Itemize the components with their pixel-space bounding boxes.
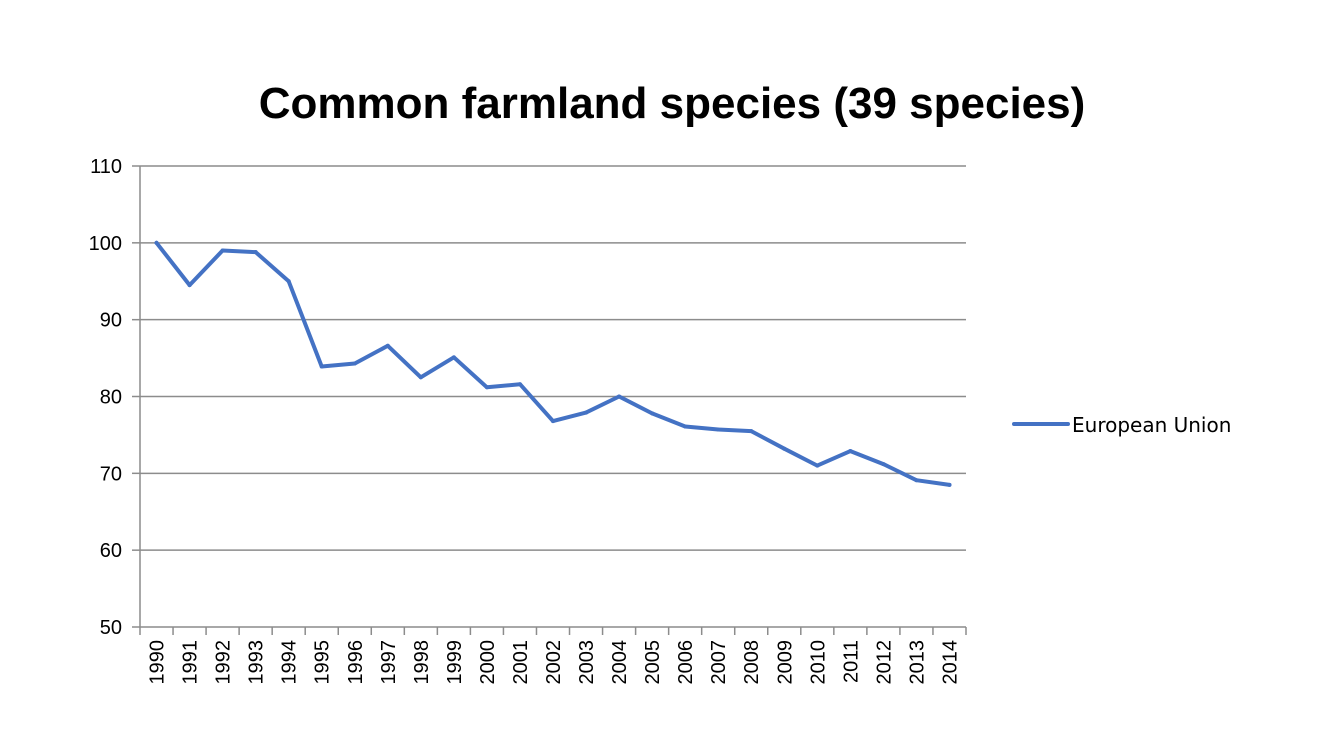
x-tick-label-1992: 1992 <box>213 640 235 685</box>
data-point-2011 <box>848 449 853 454</box>
x-tick-labels: 1990 1991 1992 1993 1994 1995 1996 1997 1998 1999… <box>147 640 962 685</box>
x-tick-label-2008: 2008 <box>741 640 763 685</box>
x-tick-label-2009: 2009 <box>774 640 796 685</box>
data-point-2010 <box>815 463 820 468</box>
data-point-2008 <box>749 429 754 434</box>
axes <box>132 165 967 635</box>
x-tick-label-2005: 2005 <box>642 640 664 685</box>
y-tick-label-110: 110 <box>90 156 122 178</box>
x-tick-label-2006: 2006 <box>675 640 697 685</box>
legend-label-european-union: European Union <box>1072 413 1231 437</box>
x-tick-label-1996: 1996 <box>345 640 367 685</box>
data-point-1997 <box>385 343 390 348</box>
x-tick-label-2013: 2013 <box>906 640 928 685</box>
data-point-2000 <box>484 385 489 390</box>
y-tick-label-90: 90 <box>100 310 122 332</box>
x-tick-label-2014: 2014 <box>939 640 961 685</box>
data-point-2009 <box>782 446 787 451</box>
data-point-2005 <box>650 411 655 416</box>
gridlines <box>140 165 966 551</box>
y-tick-label-70: 70 <box>100 463 122 485</box>
x-tick-label-2010: 2010 <box>807 640 829 685</box>
x-tick-label-2002: 2002 <box>543 640 565 685</box>
data-point-1992 <box>220 248 225 253</box>
data-point-1993 <box>253 250 258 255</box>
y-tick-label-80: 80 <box>100 387 122 409</box>
series-line-european-union <box>154 240 952 487</box>
x-tick-label-2000: 2000 <box>477 640 499 685</box>
y-tick-label-60: 60 <box>100 540 122 562</box>
data-point-1998 <box>418 375 423 380</box>
x-tick-label-1993: 1993 <box>246 640 268 685</box>
x-tick-label-2012: 2012 <box>873 640 895 685</box>
data-point-1994 <box>286 279 291 284</box>
data-point-1996 <box>352 361 357 366</box>
x-tick-label-2001: 2001 <box>510 640 532 685</box>
x-tick-label-1999: 1999 <box>444 640 466 685</box>
data-point-1999 <box>451 355 456 360</box>
data-point-2007 <box>716 427 721 432</box>
y-tick-labels: 50 60 70 80 90 100 110 <box>89 156 122 639</box>
x-tick-label-2003: 2003 <box>576 640 598 685</box>
data-point-1995 <box>319 364 324 369</box>
y-tick-label-50: 50 <box>100 617 122 639</box>
x-tick-label-2004: 2004 <box>609 640 631 685</box>
x-tick-label-1990: 1990 <box>147 640 169 685</box>
data-point-2012 <box>881 462 886 467</box>
data-point-2001 <box>517 382 522 387</box>
data-point-2004 <box>617 394 622 399</box>
data-point-2003 <box>584 410 589 415</box>
x-tick-label-1998: 1998 <box>411 640 433 685</box>
data-point-2002 <box>551 419 555 424</box>
x-tick-label-1995: 1995 <box>312 640 334 685</box>
x-tick-label-1991: 1991 <box>180 640 202 685</box>
chart-title: Common farmland species (39 species) <box>259 79 1086 128</box>
series-lines <box>154 240 952 487</box>
data-point-2014 <box>947 482 952 487</box>
data-point-1990 <box>154 240 159 245</box>
data-point-2013 <box>914 478 919 483</box>
data-point-2006 <box>683 424 688 429</box>
x-tick-label-1994: 1994 <box>279 640 301 685</box>
x-tick-label-2007: 2007 <box>708 640 730 685</box>
x-tick-label-1997: 1997 <box>378 640 400 685</box>
data-point-1991 <box>187 283 192 288</box>
x-tick-label-2011: 2011 <box>840 640 862 683</box>
legend: European Union <box>1012 413 1231 437</box>
y-tick-label-100: 100 <box>89 233 122 255</box>
